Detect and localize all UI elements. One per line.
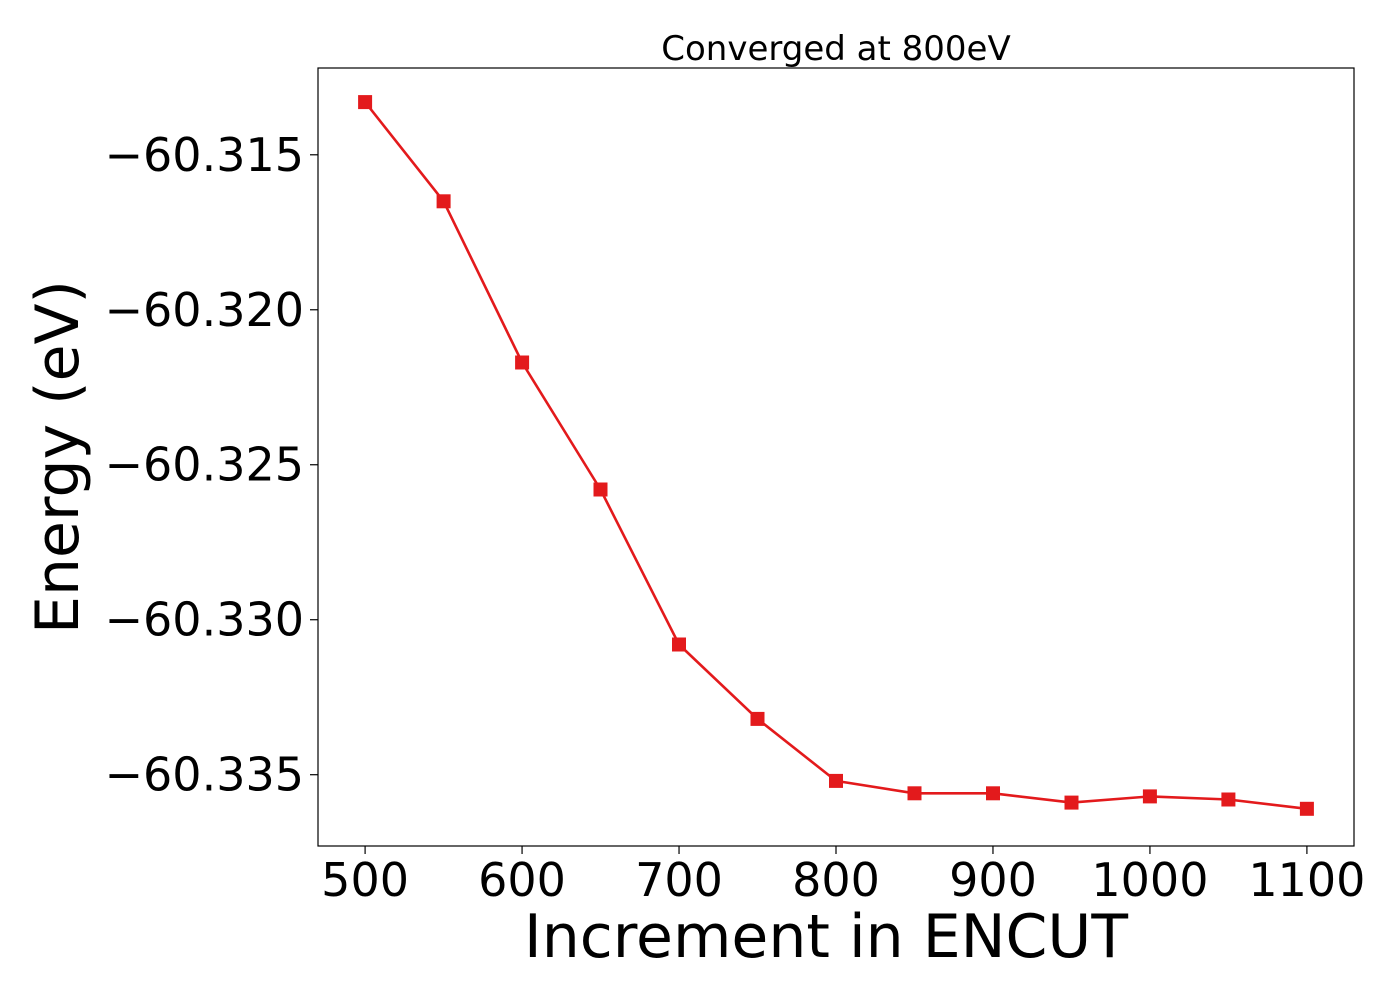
data-point-marker [986, 786, 1000, 801]
data-point-marker [672, 637, 686, 652]
y-axis-title: Energy (eV) [23, 280, 93, 634]
x-tick-label: 500 [321, 853, 409, 907]
x-tick-label: 600 [478, 853, 566, 907]
data-point-marker [1064, 795, 1079, 810]
y-tick-label: −60.325 [105, 438, 305, 492]
x-tick-label: 1100 [1248, 853, 1365, 907]
data-point-marker [750, 711, 765, 726]
data-point-marker [1142, 789, 1157, 804]
x-axis-ticks: 500 600 700 800 900 1000 1100 [321, 846, 1365, 907]
y-tick-label: −60.315 [105, 128, 305, 182]
y-tick-label: −60.320 [105, 283, 305, 337]
x-tick-label: 800 [792, 853, 880, 907]
x-tick-label: 700 [635, 853, 723, 907]
plot-area [358, 95, 1314, 816]
x-tick-label: 900 [949, 853, 1037, 907]
y-axis-ticks: −60.315 −60.320 −60.325 −60.330 −60.335 [105, 128, 318, 802]
data-point-marker [515, 355, 530, 370]
y-tick-label: −60.330 [105, 593, 305, 647]
x-tick-label: 1000 [1091, 853, 1208, 907]
chart-title: Converged at 800eV [661, 29, 1010, 69]
y-tick-label: −60.335 [105, 748, 305, 802]
data-point-marker [1221, 792, 1236, 807]
data-point-marker [358, 95, 373, 110]
data-point-marker [1299, 801, 1314, 816]
data-point-marker [907, 786, 922, 801]
data-point-marker [436, 194, 451, 209]
data-point-marker [593, 482, 608, 497]
x-axis-title: Increment in ENCUT [524, 902, 1128, 972]
axes-frame [317, 67, 1355, 847]
data-point-marker [829, 773, 843, 788]
